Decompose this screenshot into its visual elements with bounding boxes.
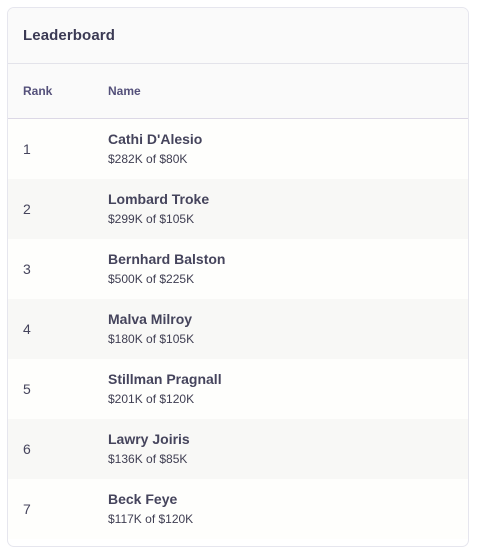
sales-amount: $180K of $105K <box>108 332 195 346</box>
rank-cell: 1 <box>23 141 31 157</box>
rank-cell: 4 <box>23 321 31 337</box>
card-title: Leaderboard <box>23 27 115 44</box>
name-cell: Bernhard Balston $500K of $225K <box>108 250 468 288</box>
sales-amount: $117K of $120K <box>108 512 194 526</box>
table-row[interactable]: 7 Beck Feye $117K of $120K <box>8 479 468 539</box>
name-cell: Lombard Troke $299K of $105K <box>108 190 468 228</box>
name-cell: Cathi D'Alesio $282K of $80K <box>108 130 468 168</box>
person-name: Lombard Troke <box>108 191 210 207</box>
person-name: Bernhard Balston <box>108 251 226 267</box>
table-header: Rank Name <box>8 64 468 119</box>
person-name: Cathi D'Alesio <box>108 131 203 147</box>
table-row[interactable]: 2 Lombard Troke $299K of $105K <box>8 179 468 239</box>
rank-cell: 3 <box>23 261 31 277</box>
table-row[interactable]: 5 Stillman Pragnall $201K of $120K <box>8 359 468 419</box>
name-cell: Lawry Joiris $136K of $85K <box>108 430 468 468</box>
name-cell: Beck Feye $117K of $120K <box>108 490 468 528</box>
table-row[interactable]: 3 Bernhard Balston $500K of $225K <box>8 239 468 299</box>
rank-cell: 6 <box>23 441 31 457</box>
column-header-name[interactable]: Name <box>108 84 141 98</box>
table-row[interactable]: 4 Malva Milroy $180K of $105K <box>8 299 468 359</box>
sales-amount: $201K of $120K <box>108 392 195 406</box>
person-name: Beck Feye <box>108 491 178 507</box>
rank-cell: 5 <box>23 381 31 397</box>
sales-amount: $282K of $80K <box>108 152 188 166</box>
rank-cell: 7 <box>23 501 31 517</box>
table-row[interactable]: 1 Cathi D'Alesio $282K of $80K <box>8 119 468 179</box>
sales-amount: $500K of $225K <box>108 272 195 286</box>
person-name: Malva Milroy <box>108 311 193 327</box>
sales-amount: $136K of $85K <box>108 452 188 466</box>
person-name: Stillman Pragnall <box>108 371 222 387</box>
rank-cell: 2 <box>23 201 31 217</box>
name-cell: Stillman Pragnall $201K of $120K <box>108 370 468 408</box>
sales-amount: $299K of $105K <box>108 212 195 226</box>
name-cell: Malva Milroy $180K of $105K <box>108 310 468 348</box>
card-header: Leaderboard <box>8 8 468 64</box>
table-row[interactable]: 6 Lawry Joiris $136K of $85K <box>8 419 468 479</box>
column-header-rank[interactable]: Rank <box>23 84 53 98</box>
leaderboard-card: Leaderboard Rank Name 1 Cathi D'Alesio $… <box>7 7 469 547</box>
person-name: Lawry Joiris <box>108 431 190 447</box>
